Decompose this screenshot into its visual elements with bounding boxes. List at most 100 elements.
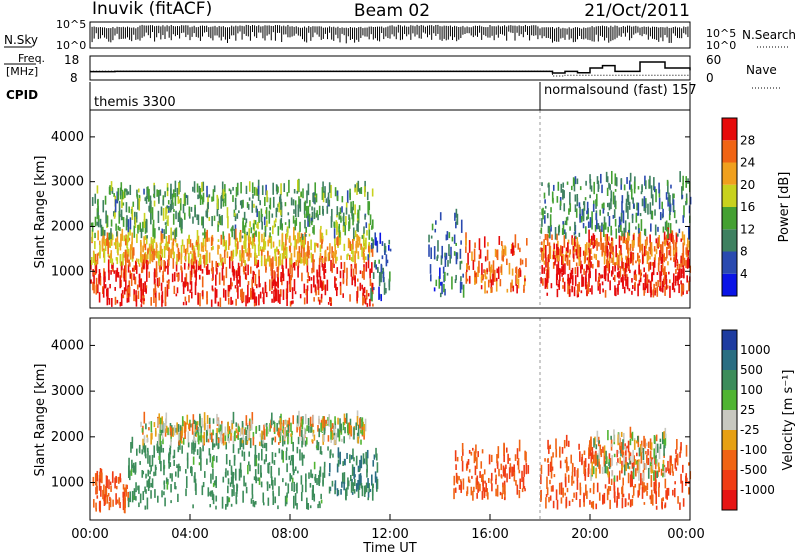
power-cell [345,202,348,208]
power-cell [153,288,155,292]
power-cell [441,245,444,259]
velocity-cell [482,480,484,492]
velocity-cell [671,463,674,473]
power-cell [263,232,266,245]
velocity-cell [285,495,288,502]
power-cell [161,248,163,258]
power-cell [592,233,595,241]
power-cell [383,282,386,295]
power-cell [223,275,225,286]
velocity-cell [313,434,316,441]
velocity-colorbar-frame [721,329,738,511]
power-cell [362,292,364,306]
power-cell [676,261,679,265]
power-cell [608,215,611,227]
velocity-cell [199,447,201,460]
power-cell [244,272,247,280]
power-cell [663,253,665,263]
power-cell [512,285,515,292]
power-cell [206,208,209,219]
power-cell [446,231,449,240]
power-cell [104,284,107,289]
velocity-cell [598,461,600,469]
power-cell [627,194,630,206]
power-cell [110,181,113,191]
power-cell [669,233,671,241]
velocity-cell [122,484,125,490]
power-cell [485,276,488,280]
power-cell [118,243,121,248]
power-cell [623,184,626,191]
power-cell [187,266,190,270]
power-cell [288,221,291,229]
power-cell [235,246,238,257]
power-cell [363,286,366,294]
power-cell [588,265,591,278]
power-cell [653,257,656,268]
power-cell [319,229,322,243]
power-cell [681,186,683,200]
velocity-cell [212,493,214,499]
power-cell [275,281,277,287]
velocity-cell [232,475,234,488]
power-cell [220,234,223,245]
power-cell [94,216,97,227]
power-cell [680,255,683,264]
power-cell [237,279,240,284]
power-cell [669,245,672,257]
power-cell [97,230,99,241]
power-cell [354,187,356,193]
power-cell [631,278,633,283]
power-cell [682,284,685,292]
power-cell [178,199,181,204]
velocity-cell [179,442,181,450]
power-cell [296,251,299,262]
power-cell [255,296,258,303]
velocity-cell [149,476,151,480]
power-cell [447,260,449,267]
power-cell [459,248,462,259]
velocity-cell [360,482,363,488]
power-cell [104,195,107,205]
power-cell [102,200,105,213]
power-cell [386,259,389,264]
velocity-cell [363,423,366,436]
power-cell [587,221,590,228]
power-cell [307,213,310,222]
power-cell [267,251,269,262]
power-cell [119,227,121,231]
velocity-cell [242,490,244,503]
power-cell [346,254,348,260]
power-cell [600,173,602,184]
power-cell [188,234,191,244]
velocity-cell [360,439,362,445]
velocity-cell [118,497,121,506]
velocity-cell [337,428,339,438]
velocity-cell [296,446,299,454]
velocity-cell [222,476,225,483]
power-cell [588,239,591,243]
power-cell [198,274,201,280]
power-cell [682,183,684,191]
velocity-cell [674,481,676,485]
power-cell [113,270,116,274]
velocity-cell [625,456,627,465]
power-cell [665,274,667,285]
power-cell [669,285,671,298]
power-cell [455,242,457,246]
power-cell [212,245,214,250]
velocity-cell [353,467,355,479]
power-cell [600,274,602,279]
velocity-cell [103,484,105,497]
power-cell [137,188,140,193]
power-cell [277,203,279,208]
colorbar-swatch [722,390,737,410]
power-cell [107,245,109,255]
velocity-cell [662,472,664,478]
power-cell [603,266,606,280]
power-cell [263,254,266,267]
power-cell [665,237,667,245]
velocity-cell [154,464,157,476]
power-cell [306,253,309,266]
power-cell [484,256,487,262]
